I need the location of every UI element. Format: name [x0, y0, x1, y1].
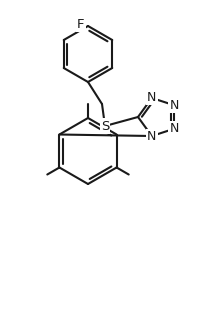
- Text: N: N: [147, 91, 157, 104]
- Text: F: F: [77, 18, 85, 31]
- Text: N: N: [170, 122, 179, 135]
- Text: S: S: [101, 120, 109, 133]
- Text: N: N: [170, 99, 179, 112]
- Text: N: N: [147, 129, 157, 142]
